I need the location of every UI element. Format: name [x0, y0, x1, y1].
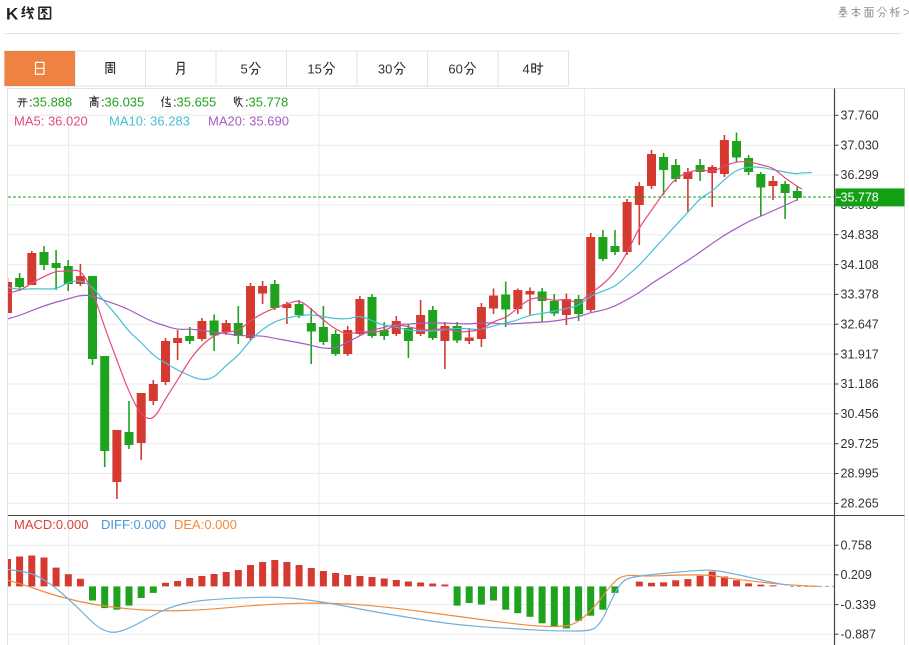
- svg-text:0.758: 0.758: [841, 538, 872, 552]
- svg-text:28.995: 28.995: [841, 467, 879, 481]
- svg-text:35.888: 35.888: [33, 95, 73, 110]
- svg-text:MA5: 36.020: MA5: 36.020: [14, 114, 88, 129]
- svg-text::: :: [173, 95, 177, 110]
- svg-text:34.108: 34.108: [841, 258, 879, 272]
- svg-text:34.838: 34.838: [841, 228, 879, 242]
- svg-text:36.035: 36.035: [105, 95, 145, 110]
- svg-text:MA10: 36.283: MA10: 36.283: [109, 114, 190, 129]
- svg-text:>: >: [903, 5, 909, 20]
- svg-text:30: 30: [378, 62, 392, 77]
- svg-text:MACD:0.000: MACD:0.000: [14, 517, 88, 532]
- svg-text:15: 15: [307, 62, 321, 77]
- svg-text:30.456: 30.456: [841, 407, 879, 421]
- svg-text:31.917: 31.917: [841, 347, 879, 361]
- svg-text:37.760: 37.760: [841, 109, 879, 123]
- svg-text:33.378: 33.378: [841, 288, 879, 302]
- svg-text:0.209: 0.209: [841, 568, 872, 582]
- svg-text:35.655: 35.655: [177, 95, 217, 110]
- svg-text:31.186: 31.186: [841, 377, 879, 391]
- svg-text::: :: [101, 95, 105, 110]
- svg-text:36.299: 36.299: [841, 168, 879, 182]
- svg-text:37.030: 37.030: [841, 138, 879, 152]
- svg-text:32.647: 32.647: [841, 317, 879, 331]
- svg-text:35.778: 35.778: [841, 191, 879, 205]
- svg-text:60: 60: [448, 62, 462, 77]
- svg-text:DIFF:0.000: DIFF:0.000: [101, 517, 166, 532]
- svg-text:-0.339: -0.339: [841, 598, 876, 612]
- svg-text:4: 4: [523, 62, 530, 77]
- svg-text:-0.887: -0.887: [841, 627, 876, 641]
- svg-text:5: 5: [241, 62, 248, 77]
- svg-text:MA20: 35.690: MA20: 35.690: [208, 114, 289, 129]
- svg-text::: :: [29, 95, 33, 110]
- svg-text:DEA:0.000: DEA:0.000: [174, 517, 237, 532]
- svg-text:29.725: 29.725: [841, 437, 879, 451]
- svg-text:35.778: 35.778: [249, 95, 289, 110]
- svg-text::: :: [245, 95, 249, 110]
- svg-text:K: K: [6, 5, 19, 24]
- svg-text:28.265: 28.265: [841, 497, 879, 511]
